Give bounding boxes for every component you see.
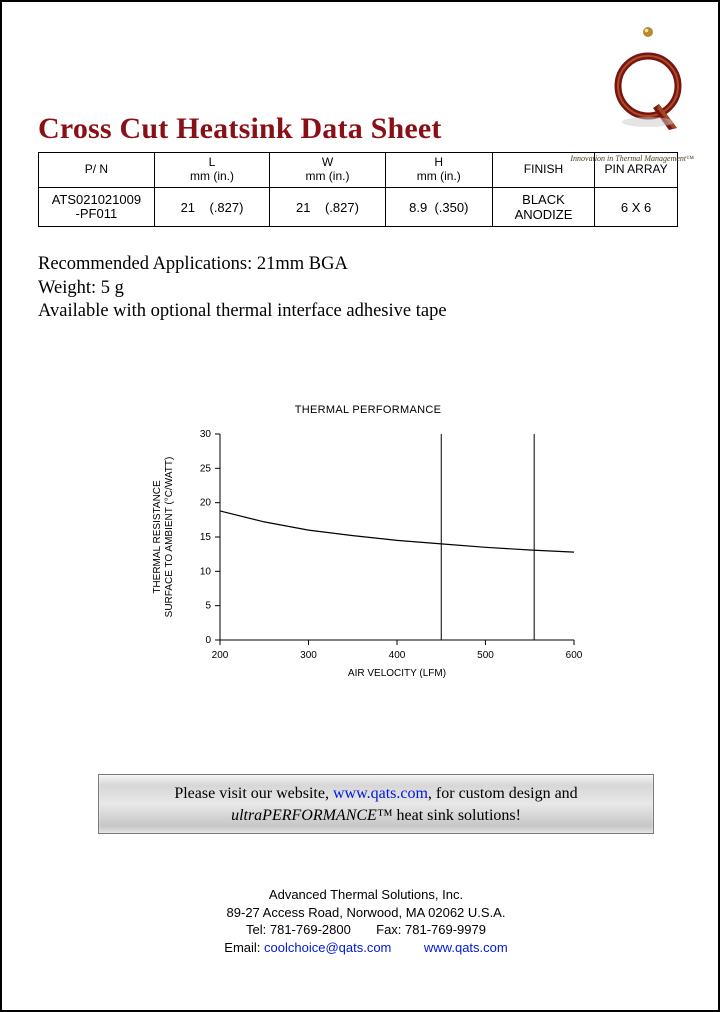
- thermal-performance-chart: 0 5 10 15 20 25 30 200 300 400 500 600 AIR VELOCITY …: [148, 428, 588, 688]
- footer-fax: Fax: 781-769-9979: [376, 922, 486, 937]
- td-l: 21 (.827): [154, 188, 269, 227]
- footer-tel: Tel: 781-769-2800: [246, 922, 351, 937]
- svg-text:25: 25: [200, 463, 212, 474]
- td-l-mm: 21: [181, 200, 195, 215]
- logo-tagline: Innovation in Thermal Management™: [570, 154, 694, 163]
- td-w: 21 (.827): [270, 188, 385, 227]
- svg-text:AIR VELOCITY (LFM): AIR VELOCITY (LFM): [348, 668, 446, 679]
- svg-text:SURFACE TO AMBIENT (°C/WATT): SURFACE TO AMBIENT (°C/WATT): [164, 457, 175, 618]
- note-tape: Available with optional thermal interfac…: [38, 300, 694, 324]
- svg-text:5: 5: [205, 601, 211, 612]
- th-w-unit: mm (in.): [305, 169, 349, 183]
- svg-text:THERMAL RESISTANCE: THERMAL RESISTANCE: [152, 480, 163, 594]
- svg-text:20: 20: [200, 498, 212, 509]
- td-h: 8.9 (.350): [385, 188, 492, 227]
- footer-company: Advanced Thermal Solutions, Inc.: [38, 886, 694, 904]
- note-weight: Weight: 5 g: [38, 277, 694, 301]
- footer-web[interactable]: www.qats.com: [424, 940, 508, 955]
- chart-title: THERMAL PERFORMANCE: [148, 404, 588, 416]
- td-h-mm: 8.9: [409, 200, 427, 215]
- table-row: ATS021021009 -PF011 21 (.827) 21 (.827) …: [39, 188, 678, 227]
- th-h-label: H: [434, 155, 443, 169]
- svg-text:15: 15: [200, 532, 212, 543]
- th-l-unit: mm (in.): [190, 169, 234, 183]
- footer-address: 89-27 Access Road, Norwood, MA 02062 U.S…: [38, 904, 694, 922]
- banner-post: , for custom design and: [428, 785, 578, 802]
- th-l: L mm (in.): [154, 153, 269, 188]
- notes-block: Recommended Applications: 21mm BGA Weigh…: [38, 253, 694, 324]
- banner-ultra: ultraPERFORMANCE™: [231, 807, 392, 824]
- svg-text:200: 200: [212, 650, 229, 661]
- th-l-label: L: [209, 155, 216, 169]
- td-w-mm: 21: [296, 200, 310, 215]
- footer: Advanced Thermal Solutions, Inc. 89-27 A…: [38, 886, 694, 956]
- svg-text:500: 500: [477, 650, 494, 661]
- svg-text:0: 0: [205, 635, 211, 646]
- spec-table: P/ N L mm (in.) W mm (in.) H mm (in.) FI…: [38, 152, 678, 227]
- svg-text:300: 300: [300, 650, 317, 661]
- chart-container: THERMAL PERFORMANCE 0 5 10 15 20 25 30 200 300 40…: [148, 404, 588, 693]
- promo-banner: Please visit our website, www.qats.com, …: [98, 774, 654, 834]
- page: Innovation in Thermal Management™ Cross …: [0, 0, 720, 1012]
- svg-text:600: 600: [566, 650, 583, 661]
- company-logo: [608, 24, 688, 154]
- td-h-in: (.350): [434, 200, 468, 215]
- svg-text:30: 30: [200, 429, 212, 440]
- td-pin: 6 X 6: [595, 188, 678, 227]
- td-pn: ATS021021009 -PF011: [39, 188, 155, 227]
- svg-text:400: 400: [389, 650, 406, 661]
- svg-text:10: 10: [200, 566, 212, 577]
- th-h: H mm (in.): [385, 153, 492, 188]
- footer-email[interactable]: coolchoice@qats.com: [264, 940, 391, 955]
- td-w-in: (.827): [325, 200, 359, 215]
- banner-line2b: heat sink solutions!: [393, 807, 521, 824]
- note-applications: Recommended Applications: 21mm BGA: [38, 253, 694, 277]
- page-title: Cross Cut Heatsink Data Sheet: [38, 112, 694, 146]
- td-l-in: (.827): [209, 200, 243, 215]
- banner-pre: Please visit our website,: [174, 785, 333, 802]
- banner-url[interactable]: www.qats.com: [333, 785, 428, 802]
- footer-links: Email: coolchoice@qats.com www.qats.com: [38, 939, 694, 957]
- th-pn: P/ N: [39, 153, 155, 188]
- th-h-unit: mm (in.): [417, 169, 461, 183]
- th-w: W mm (in.): [270, 153, 385, 188]
- content-area: Innovation in Thermal Management™ Cross …: [38, 24, 694, 988]
- footer-email-label: Email:: [224, 940, 264, 955]
- td-finish: BLACK ANODIZE: [492, 188, 594, 227]
- th-w-label: W: [322, 155, 333, 169]
- footer-phones: Tel: 781-769-2800 Fax: 781-769-9979: [38, 921, 694, 939]
